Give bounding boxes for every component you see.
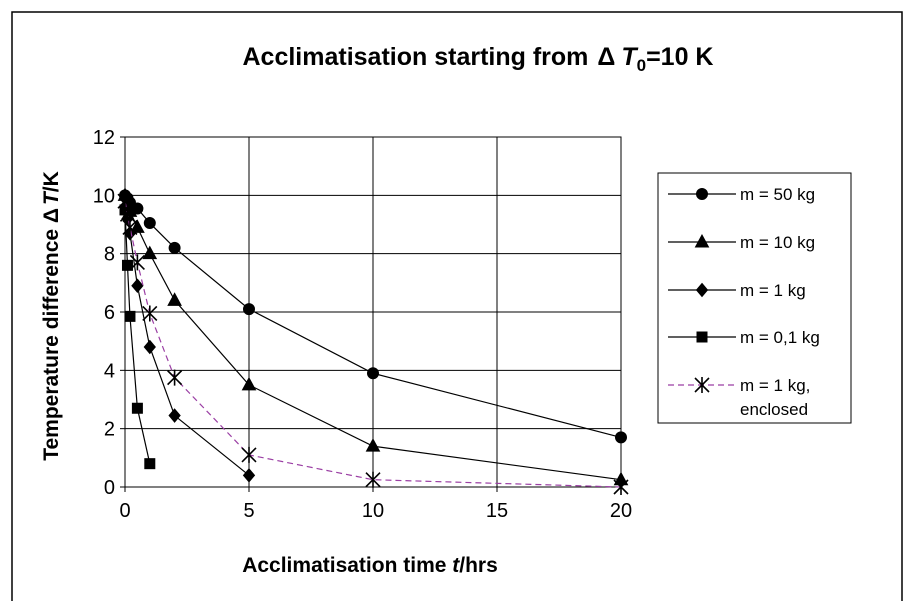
- legend-marker: [696, 331, 708, 343]
- y-tick-label: 12: [93, 127, 115, 149]
- data-point: [168, 408, 181, 423]
- x-tick-label: 20: [610, 500, 632, 522]
- legend-item: m = 1 kg: [668, 281, 806, 300]
- series-5: [117, 193, 629, 495]
- data-point: [365, 438, 381, 452]
- series-4: [119, 204, 156, 470]
- x-tick-label: 5: [243, 500, 254, 522]
- series-layer: [117, 187, 629, 495]
- legend-label: m = 1 kg: [740, 281, 806, 300]
- legend-item: m = 0,1 kg: [668, 328, 820, 347]
- x-axis-title-prefix: Acclimatisation time: [242, 554, 452, 577]
- legend-label: m = 50 kg: [740, 185, 815, 204]
- x-axis-title-suffix: /hrs: [459, 554, 498, 577]
- y-axis-ticks: 0 2 4 6 8 10 12: [93, 127, 125, 499]
- y-tick-label: 0: [104, 477, 115, 499]
- data-point: [144, 458, 156, 470]
- x-axis-title-symbol: t: [452, 554, 460, 577]
- data-point: [615, 431, 627, 444]
- legend-item: m = 10 kg: [668, 233, 815, 252]
- data-point: [143, 339, 156, 355]
- legend-box: [657, 172, 852, 424]
- y-tick-label: 2: [104, 419, 115, 441]
- legend-label: m = 0,1 kg: [740, 328, 820, 347]
- legend-item: m = 50 kg: [668, 185, 815, 204]
- chart-title-suffix: =10 K: [646, 43, 713, 71]
- data-point: [367, 367, 379, 380]
- data-point: [122, 219, 138, 236]
- x-axis-ticks: 0 5 10 15 20: [119, 487, 632, 522]
- data-point: [121, 259, 133, 271]
- legend-marker: [694, 233, 710, 248]
- data-point: [143, 217, 156, 230]
- y-axis-title-suffix: /K: [40, 171, 63, 192]
- legend-marker: [696, 188, 708, 200]
- legend-label: enclosed: [740, 400, 808, 419]
- chart-title-prefix: Acclimatisation starting from: [243, 43, 596, 71]
- data-point: [167, 369, 183, 386]
- x-tick-label: 0: [119, 500, 130, 522]
- y-tick-label: 10: [93, 185, 115, 207]
- legend: m = 50 kg m = 10 kg m = 1 kg m = 0,1 kg m = …: [668, 185, 820, 419]
- data-point: [131, 278, 144, 294]
- data-point: [613, 479, 629, 495]
- data-point: [129, 254, 145, 271]
- data-point: [167, 292, 182, 306]
- chart-title-symbol: T: [621, 43, 639, 71]
- y-tick-label: 4: [104, 360, 115, 382]
- legend-label: m = 10 kg: [740, 233, 815, 252]
- chart-title-subscript: 0: [637, 56, 646, 75]
- grid-lines: [125, 137, 621, 487]
- y-tick-label: 8: [104, 244, 115, 266]
- data-point: [119, 206, 136, 223]
- data-point: [168, 241, 181, 254]
- x-tick-label: 15: [486, 500, 508, 522]
- data-point: [131, 402, 143, 414]
- chart-title: Acclimatisation starting from Δ T0=10 K: [243, 43, 714, 75]
- data-point: [241, 376, 257, 391]
- data-point: [124, 310, 136, 322]
- data-point: [142, 305, 158, 322]
- legend-label: m = 1 kg,: [740, 376, 810, 395]
- legend-marker: [695, 282, 709, 298]
- data-point: [241, 446, 257, 463]
- data-point: [117, 193, 133, 210]
- data-point: [243, 303, 255, 316]
- data-point: [142, 245, 158, 260]
- data-point: [365, 471, 381, 488]
- legend-item: m = 1 kg, enclosed: [668, 376, 810, 419]
- data-point: [242, 468, 256, 483]
- legend-marker: [694, 377, 710, 393]
- y-tick-label: 6: [104, 302, 115, 324]
- x-axis-title: Acclimatisation time t/hrs: [242, 554, 498, 577]
- data-point: [130, 219, 145, 233]
- y-axis-title-delta: Δ: [40, 208, 63, 223]
- chart-title-delta: Δ: [597, 43, 615, 71]
- y-axis-title-prefix: Temperature difference: [40, 223, 63, 461]
- y-axis-title: Temperature difference ΔT/K: [40, 171, 63, 461]
- y-axis-title-symbol: T: [40, 190, 63, 205]
- x-tick-label: 10: [362, 500, 384, 522]
